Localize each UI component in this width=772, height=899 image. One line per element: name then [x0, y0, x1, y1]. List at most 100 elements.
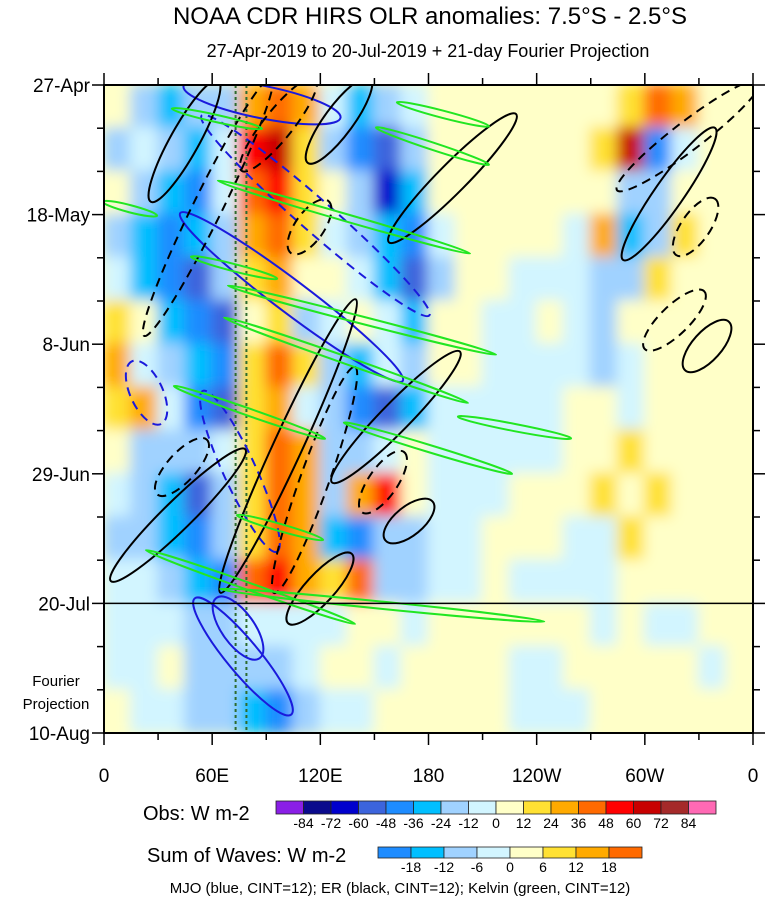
heatmap-cell — [670, 645, 700, 691]
er-contour — [671, 196, 720, 258]
heatmap-cell — [319, 645, 349, 691]
heatmap-cell — [454, 516, 484, 562]
mjo-contour — [182, 85, 342, 126]
kelvin-contour — [218, 587, 546, 623]
heatmap-cell — [670, 213, 700, 259]
heatmap-cell — [481, 170, 511, 216]
heatmap-cell — [589, 645, 619, 691]
heatmap-cell — [130, 688, 160, 733]
heatmap-cell — [292, 645, 322, 691]
heatmap-cell — [508, 256, 538, 302]
heatmap-cell — [724, 213, 753, 259]
er-contour — [285, 551, 355, 626]
heatmap-cell — [454, 300, 484, 346]
heatmap-cell — [697, 602, 727, 648]
er-contour — [387, 112, 518, 245]
heatmap-cell — [589, 559, 619, 605]
heatmap-cell — [481, 602, 511, 648]
heatmap-cell — [265, 645, 295, 691]
heatmap-cell — [535, 85, 565, 130]
obs-colorbar-tick-label: 72 — [653, 815, 669, 831]
footnote: MJO (blue, CINT=12); ER (black, CINT=12)… — [170, 880, 631, 897]
heatmap-cell — [508, 645, 538, 691]
heatmap-cell — [130, 213, 160, 259]
heatmap-cell — [535, 170, 565, 216]
y-tick-label: 29-Jun — [32, 465, 90, 486]
heatmap-cell — [616, 688, 646, 733]
heatmap-cell — [535, 343, 565, 389]
heatmap-cell — [104, 213, 133, 259]
obs-colorbar-swatch — [330, 800, 359, 815]
heatmap-cell — [535, 472, 565, 518]
heatmap-cell — [184, 300, 214, 346]
obs-colorbar-tick-label: 36 — [571, 815, 587, 831]
heatmap-cell — [319, 429, 349, 475]
heatmap-cell — [562, 645, 592, 691]
heatmap-cell — [184, 688, 214, 733]
heatmap-cell — [535, 559, 565, 605]
obs-colorbar-swatch — [413, 800, 442, 815]
heatmap-cell — [130, 645, 160, 691]
heatmap-cell — [562, 256, 592, 302]
x-tick-label: 0 — [99, 766, 110, 787]
waves-colorbar-tick-label: 18 — [601, 859, 617, 875]
heatmap-cell — [427, 688, 457, 733]
heatmap-cell — [346, 516, 376, 562]
kelvin-contour — [374, 126, 490, 166]
y-tick-label: 8-Jun — [42, 335, 90, 356]
heatmap-cell — [346, 602, 376, 648]
heatmap-cell — [400, 645, 430, 691]
heatmap-cell — [346, 170, 376, 216]
heatmap-cell — [724, 127, 753, 173]
heatmap-cell — [724, 472, 753, 518]
obs-colorbar-tick-label: 0 — [492, 815, 500, 831]
mjo-contour — [200, 113, 431, 318]
heatmap-cell — [616, 516, 646, 562]
kelvin-contour — [342, 421, 514, 476]
heatmap-cell — [400, 602, 430, 648]
heatmap-cell — [643, 559, 673, 605]
heatmap-cell — [346, 472, 376, 518]
heatmap-cell — [104, 688, 133, 733]
heatmap-cell — [562, 127, 592, 173]
waves-colorbar-tick-label: 12 — [568, 859, 584, 875]
heatmap-cell — [670, 256, 700, 302]
er-contour — [109, 447, 247, 583]
heatmap-cell — [130, 85, 160, 130]
heatmap-cell — [184, 602, 214, 648]
heatmap-cell — [454, 472, 484, 518]
heatmap-cell — [724, 602, 753, 648]
waves-colorbar-tick-label: -18 — [401, 859, 421, 875]
waves-colorbar-tick-label: -12 — [434, 859, 454, 875]
er-contour — [147, 85, 222, 204]
heatmap-cell — [373, 170, 403, 216]
heatmap-cell — [697, 645, 727, 691]
heatmap-cell — [724, 645, 753, 691]
heatmap-cell — [104, 472, 133, 518]
heatmap-cell — [319, 688, 349, 733]
er-contour — [642, 288, 707, 352]
heatmap-cell — [346, 688, 376, 733]
heatmap-cell — [697, 559, 727, 605]
heatmap-cell — [589, 127, 619, 173]
obs-colorbar-swatch — [660, 800, 689, 815]
heatmap-cell — [157, 343, 187, 389]
x-tick-label: 60E — [195, 766, 229, 787]
obs-colorbar-tick-label: -12 — [458, 815, 478, 831]
heatmap-cell — [104, 256, 133, 302]
heatmap-cell — [616, 256, 646, 302]
heatmap-cell — [481, 559, 511, 605]
heatmap-cell — [130, 343, 160, 389]
heatmap-cell — [481, 256, 511, 302]
heatmap-cell — [589, 429, 619, 475]
heatmap-cell — [643, 688, 673, 733]
heatmap-cell — [454, 559, 484, 605]
heatmap-cell — [643, 516, 673, 562]
obs-colorbar-swatch — [523, 800, 552, 815]
waves-colorbar-swatch — [542, 846, 577, 859]
heatmap-cell — [319, 386, 349, 432]
heatmap-cell — [643, 127, 673, 173]
heatmap-cell — [265, 688, 295, 733]
heatmap-cell — [508, 559, 538, 605]
